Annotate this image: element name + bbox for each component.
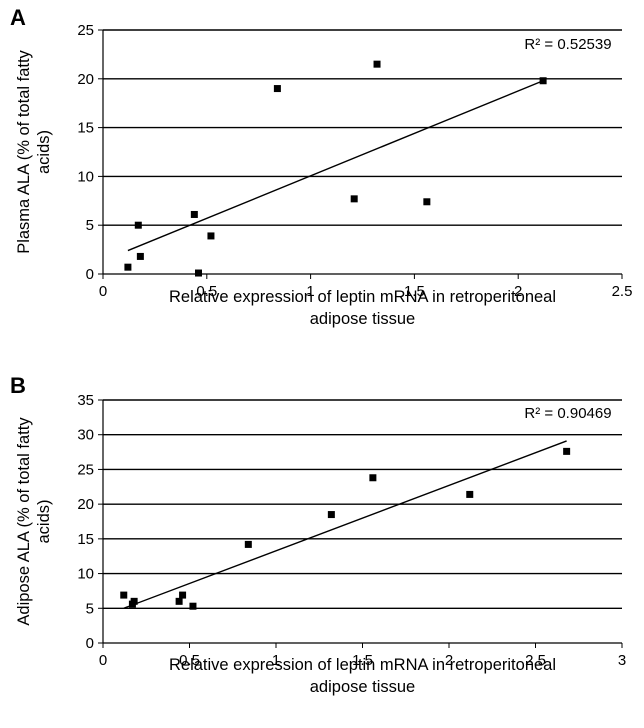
data-point: [466, 490, 474, 498]
y-tick-label: 35: [77, 392, 94, 409]
trendline: [123, 440, 567, 609]
data-point: [369, 474, 377, 482]
x-tick-label: 2.5: [525, 652, 546, 669]
annotation-background: [521, 35, 615, 54]
panel-label: A: [10, 5, 26, 30]
y-tick-label: 25: [77, 22, 94, 39]
data-point: [130, 597, 138, 605]
x-tick-label: 1.5: [352, 652, 373, 669]
data-point: [136, 252, 144, 260]
data-point: [175, 597, 183, 605]
data-point: [120, 591, 128, 599]
x-axis-label: adipose tissue: [310, 678, 416, 696]
x-tick-label: 2: [514, 283, 522, 300]
data-point: [124, 263, 132, 271]
panel-label: B: [10, 373, 26, 398]
data-point: [373, 60, 381, 68]
x-tick-label: 3: [618, 652, 626, 669]
trendline: [127, 80, 544, 252]
y-tick-label: 15: [77, 120, 94, 137]
y-tick-label: 5: [86, 217, 94, 234]
y-axis-label: acids): [35, 499, 53, 543]
y-tick-label: 0: [86, 266, 94, 283]
y-tick-label: 10: [77, 566, 94, 583]
x-axis-label: Relative expression of leptin mRNA in re…: [169, 656, 556, 674]
r-squared-annotation: R² = 0.52539: [524, 36, 611, 53]
data-point: [189, 602, 197, 610]
x-tick-label: 2: [445, 652, 453, 669]
y-axis-label: Plasma ALA (% of total fatty: [15, 49, 33, 253]
data-point: [273, 85, 281, 93]
x-tick-label: 0.5: [196, 283, 217, 300]
data-point: [179, 591, 187, 599]
y-axis-label: acids): [35, 130, 53, 174]
y-tick-label: 20: [77, 71, 94, 88]
y-tick-label: 25: [77, 461, 94, 478]
data-point: [244, 540, 252, 548]
data-point: [327, 511, 335, 519]
data-point: [350, 195, 358, 203]
data-point: [190, 210, 198, 218]
y-tick-label: 5: [86, 600, 94, 617]
x-tick-label: 1: [306, 283, 314, 300]
y-tick-label: 10: [77, 168, 94, 185]
y-tick-label: 20: [77, 496, 94, 513]
x-axis-label: Relative expression of leptin mRNA in re…: [169, 288, 556, 306]
x-axis-label: adipose tissue: [310, 310, 416, 328]
y-tick-label: 30: [77, 427, 94, 444]
y-tick-label: 0: [86, 635, 94, 652]
x-tick-label: 1.5: [404, 283, 425, 300]
chart-panel-b: B 0 5 10 15 20 25 30 35 0 0.5 1 1.5 2 2.5 3 R² = 0.90469…: [10, 373, 626, 696]
chart-panel-a: A 0 5 10 15 20 25 0 0.5 1 1.5 2 2.5 R² = 0.52539 Plasm…: [10, 5, 632, 328]
x-tick-label: 0: [99, 283, 107, 300]
data-point: [194, 269, 202, 277]
data-point: [563, 447, 571, 455]
y-axis-label: Adipose ALA (% of total fatty: [15, 417, 33, 626]
y-tick-label: 15: [77, 531, 94, 548]
x-tick-label: 2.5: [612, 283, 633, 300]
data-point: [134, 221, 142, 229]
r-squared-annotation: R² = 0.90469: [524, 405, 611, 422]
x-tick-label: 0: [99, 652, 107, 669]
annotation-background: [521, 404, 615, 423]
x-tick-label: 1: [272, 652, 280, 669]
data-point: [423, 198, 431, 206]
x-tick-label: 0.5: [179, 652, 200, 669]
data-point: [207, 232, 215, 240]
data-point: [539, 77, 547, 85]
